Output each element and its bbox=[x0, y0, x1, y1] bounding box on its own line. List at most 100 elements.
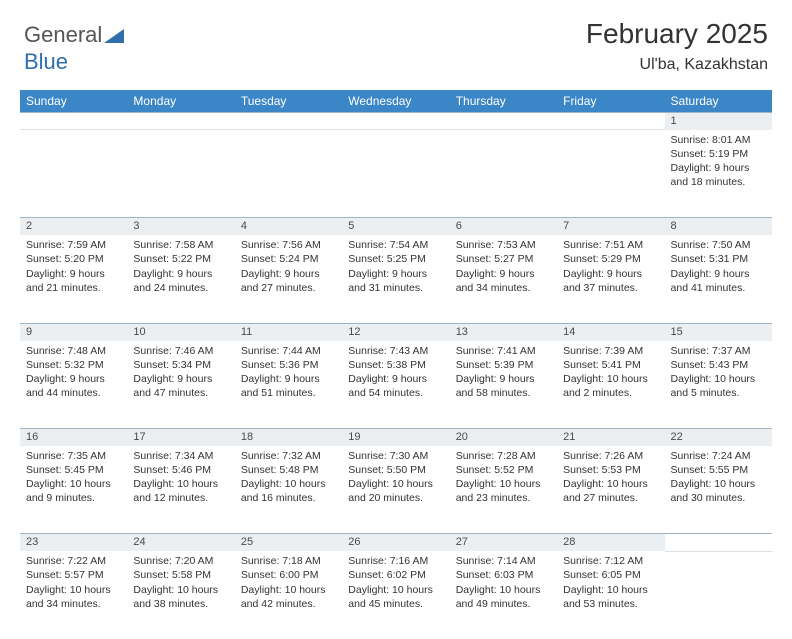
daylight-text-1: Daylight: 9 hours bbox=[348, 372, 443, 386]
sunset-text: Sunset: 5:53 PM bbox=[563, 463, 658, 477]
day-number-row: 232425262728 bbox=[20, 534, 772, 551]
daylight-text-1: Daylight: 10 hours bbox=[456, 477, 551, 491]
day-content-cell: Sunrise: 7:50 AMSunset: 5:31 PMDaylight:… bbox=[665, 235, 772, 323]
day-number-cell bbox=[127, 113, 234, 130]
daylight-text-2: and 27 minutes. bbox=[563, 491, 658, 505]
day-number-cell: 28 bbox=[557, 534, 664, 551]
day-content-cell: Sunrise: 8:01 AMSunset: 5:19 PMDaylight:… bbox=[665, 130, 772, 218]
daylight-text-2: and 23 minutes. bbox=[456, 491, 551, 505]
day-number-cell: 21 bbox=[557, 429, 664, 446]
daylight-text-1: Daylight: 9 hours bbox=[671, 267, 766, 281]
day-content-row: Sunrise: 7:22 AMSunset: 5:57 PMDaylight:… bbox=[20, 551, 772, 639]
daylight-text-1: Daylight: 10 hours bbox=[671, 372, 766, 386]
sunset-text: Sunset: 6:02 PM bbox=[348, 568, 443, 582]
daylight-text-2: and 24 minutes. bbox=[133, 281, 228, 295]
sunrise-text: Sunrise: 7:26 AM bbox=[563, 449, 658, 463]
day-content-cell bbox=[235, 130, 342, 218]
daylight-text-1: Daylight: 10 hours bbox=[133, 477, 228, 491]
day-content-cell: Sunrise: 7:16 AMSunset: 6:02 PMDaylight:… bbox=[342, 551, 449, 639]
day-number-cell: 16 bbox=[20, 429, 127, 446]
sunrise-text: Sunrise: 7:44 AM bbox=[241, 344, 336, 358]
daylight-text-1: Daylight: 9 hours bbox=[26, 372, 121, 386]
sunrise-text: Sunrise: 7:41 AM bbox=[456, 344, 551, 358]
sunrise-text: Sunrise: 7:56 AM bbox=[241, 238, 336, 252]
sunset-text: Sunset: 5:31 PM bbox=[671, 252, 766, 266]
day-content-row: Sunrise: 8:01 AMSunset: 5:19 PMDaylight:… bbox=[20, 130, 772, 218]
daylight-text-1: Daylight: 9 hours bbox=[133, 267, 228, 281]
daylight-text-2: and 53 minutes. bbox=[563, 597, 658, 611]
day-number-cell: 13 bbox=[450, 323, 557, 340]
weekday-header: Thursday bbox=[450, 90, 557, 113]
day-number-cell: 9 bbox=[20, 323, 127, 340]
weekday-header: Sunday bbox=[20, 90, 127, 113]
sunset-text: Sunset: 5:36 PM bbox=[241, 358, 336, 372]
daylight-text-1: Daylight: 9 hours bbox=[563, 267, 658, 281]
day-content-row: Sunrise: 7:35 AMSunset: 5:45 PM Daylight:… bbox=[20, 446, 772, 534]
day-content-cell: Sunrise: 7:22 AMSunset: 5:57 PMDaylight:… bbox=[20, 551, 127, 639]
day-number-cell: 6 bbox=[450, 218, 557, 235]
sunset-text: Sunset: 6:03 PM bbox=[456, 568, 551, 582]
day-content-cell: Sunrise: 7:39 AMSunset: 5:41 PMDaylight:… bbox=[557, 341, 664, 429]
sunset-text: Sunset: 5:57 PM bbox=[26, 568, 121, 582]
location-label: Ul'ba, Kazakhstan bbox=[640, 56, 768, 74]
daylight-text-1: Daylight: 10 hours bbox=[671, 477, 766, 491]
sunset-text: Sunset: 6:05 PM bbox=[563, 568, 658, 582]
sunset-text: Sunset: 5:29 PM bbox=[563, 252, 658, 266]
day-content-cell: Sunrise: 7:58 AMSunset: 5:22 PMDaylight:… bbox=[127, 235, 234, 323]
day-number-cell: 5 bbox=[342, 218, 449, 235]
daylight-text-2: and 37 minutes. bbox=[563, 281, 658, 295]
sunrise-text: Sunrise: 7:37 AM bbox=[671, 344, 766, 358]
sunrise-text: Sunrise: 7:50 AM bbox=[671, 238, 766, 252]
sunset-text: Sunset: 5:48 PM bbox=[241, 463, 336, 477]
day-content-cell: Sunrise: 7:20 AMSunset: 5:58 PMDaylight:… bbox=[127, 551, 234, 639]
logo-triangle-icon bbox=[104, 23, 124, 49]
day-number-cell: 11 bbox=[235, 323, 342, 340]
day-number-cell: 3 bbox=[127, 218, 234, 235]
day-number-cell bbox=[665, 534, 772, 551]
day-content-cell: Sunrise: 7:30 AMSunset: 5:50 PMDaylight:… bbox=[342, 446, 449, 534]
sunrise-text: Sunrise: 7:14 AM bbox=[456, 554, 551, 568]
day-number-cell: 23 bbox=[20, 534, 127, 551]
daylight-text-1: Daylight: 10 hours bbox=[456, 583, 551, 597]
sunset-text: Sunset: 5:25 PM bbox=[348, 252, 443, 266]
daylight-text-2: and 42 minutes. bbox=[241, 597, 336, 611]
sunset-text: Sunset: 5:58 PM bbox=[133, 568, 228, 582]
daylight-text-2: and 54 minutes. bbox=[348, 386, 443, 400]
sunset-text: Sunset: 6:00 PM bbox=[241, 568, 336, 582]
sunrise-text: Sunrise: 7:51 AM bbox=[563, 238, 658, 252]
daylight-text-2: and 27 minutes. bbox=[241, 281, 336, 295]
daylight-text-1: Daylight: 9 hours bbox=[241, 267, 336, 281]
day-number-cell: 8 bbox=[665, 218, 772, 235]
day-number-cell: 27 bbox=[450, 534, 557, 551]
sunrise-text: Sunrise: 7:43 AM bbox=[348, 344, 443, 358]
sunrise-text: Sunrise: 7:22 AM bbox=[26, 554, 121, 568]
sunrise-text: Sunrise: 7:58 AM bbox=[133, 238, 228, 252]
day-number-cell bbox=[557, 113, 664, 130]
sunrise-text: Sunrise: 7:20 AM bbox=[133, 554, 228, 568]
sunset-text: Sunset: 5:19 PM bbox=[671, 147, 766, 161]
daylight-text-1: Daylight: 10 hours bbox=[26, 583, 121, 597]
day-content-cell: Sunrise: 7:56 AMSunset: 5:24 PMDaylight:… bbox=[235, 235, 342, 323]
daylight-text-2: and 16 minutes. bbox=[241, 491, 336, 505]
sunset-text: Sunset: 5:24 PM bbox=[241, 252, 336, 266]
sunset-text: Sunset: 5:45 PM bbox=[26, 463, 121, 477]
day-content-cell bbox=[557, 130, 664, 218]
sunset-text: Sunset: 5:50 PM bbox=[348, 463, 443, 477]
day-content-row: Sunrise: 7:48 AMSunset: 5:32 PMDaylight:… bbox=[20, 341, 772, 429]
day-number-cell: 20 bbox=[450, 429, 557, 446]
sunrise-text: Sunrise: 7:46 AM bbox=[133, 344, 228, 358]
daylight-text-1: Daylight: 9 hours bbox=[241, 372, 336, 386]
daylight-text-1: Daylight: 10 hours bbox=[348, 477, 443, 491]
sunrise-text: Sunrise: 7:16 AM bbox=[348, 554, 443, 568]
daylight-text-2: and 47 minutes. bbox=[133, 386, 228, 400]
weekday-header: Tuesday bbox=[235, 90, 342, 113]
daylight-text-1: Daylight: 9 hours bbox=[133, 372, 228, 386]
daylight-text-2: and 31 minutes. bbox=[348, 281, 443, 295]
day-number-row: 16171819202122 bbox=[20, 429, 772, 446]
sunrise-text: Sunrise: 7:35 AM bbox=[26, 449, 121, 463]
weekday-header-row: Sunday Monday Tuesday Wednesday Thursday… bbox=[20, 90, 772, 113]
daylight-text-1: Daylight: 10 hours bbox=[563, 477, 658, 491]
daylight-text-2: and 38 minutes. bbox=[133, 597, 228, 611]
day-content-cell: Sunrise: 7:44 AMSunset: 5:36 PMDaylight:… bbox=[235, 341, 342, 429]
daylight-text-2: and 41 minutes. bbox=[671, 281, 766, 295]
